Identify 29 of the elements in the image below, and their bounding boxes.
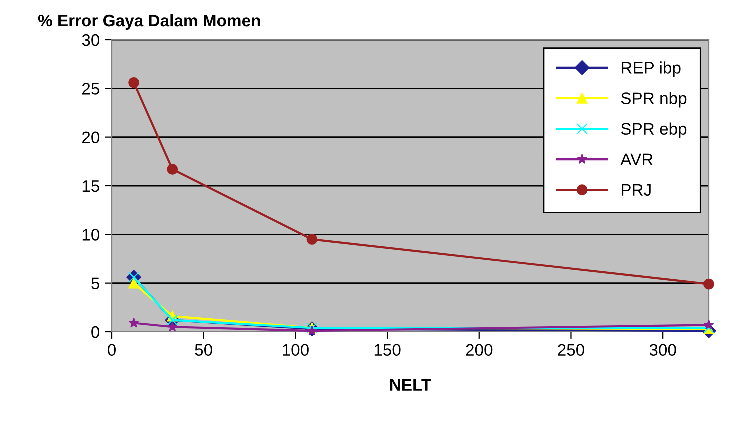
y-tick-label: 5 — [92, 278, 100, 290]
x-tick-label: 0 — [108, 344, 116, 356]
y-tick-label: 10 — [82, 229, 100, 241]
x-tick-label: 300 — [650, 344, 676, 356]
x-tick-label: 100 — [283, 344, 309, 356]
legend-label: AVR — [620, 154, 653, 166]
y-tick-label: 15 — [82, 180, 100, 192]
legend-label: SPR nbp — [621, 92, 687, 108]
point — [167, 164, 178, 175]
legend-label: SPR ebp — [621, 122, 687, 138]
point — [128, 278, 140, 289]
point — [704, 278, 714, 290]
x-tick-label: 50 — [195, 344, 212, 356]
y-tick-label: 25 — [82, 83, 100, 95]
y-tick-label: 20 — [82, 132, 100, 144]
chart-title: % Error Gaya Dalam Momen — [38, 14, 260, 30]
x-tick-label: 200 — [466, 344, 493, 356]
x-tick-label: 150 — [374, 344, 401, 356]
point — [306, 234, 318, 245]
point — [128, 318, 140, 328]
legend-label: PRJ — [622, 184, 651, 196]
x-tick-label: 250 — [558, 344, 584, 356]
x-axis-title: NELT — [390, 379, 432, 391]
legend-label: REP ibp — [622, 62, 681, 78]
point — [167, 322, 178, 332]
point — [704, 320, 714, 330]
y-tick-label: 30 — [82, 34, 100, 46]
y-tick-label: 0 — [92, 326, 100, 338]
point — [128, 77, 140, 88]
